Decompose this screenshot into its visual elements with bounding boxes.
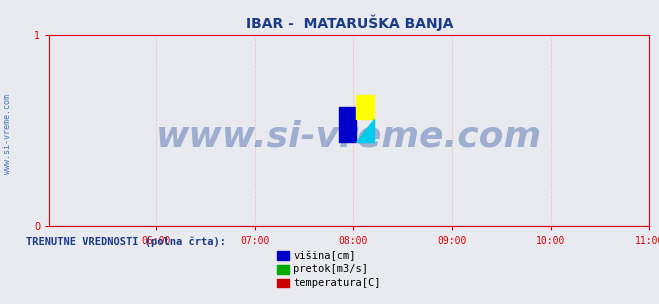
- Text: TRENUTNE VREDNOSTI (polna črta):: TRENUTNE VREDNOSTI (polna črta):: [26, 236, 226, 247]
- Text: www.si-vreme.com: www.si-vreme.com: [3, 94, 13, 174]
- Title: IBAR -  MATARUŠKA BANJA: IBAR - MATARUŠKA BANJA: [246, 15, 453, 31]
- Text: www.si-vreme.com: www.si-vreme.com: [156, 119, 542, 154]
- Text: višina[cm]: višina[cm]: [293, 250, 356, 261]
- Text: temperatura[C]: temperatura[C]: [293, 278, 381, 288]
- Polygon shape: [357, 119, 374, 142]
- Bar: [357, 95, 374, 119]
- Bar: [339, 107, 357, 142]
- Text: pretok[m3/s]: pretok[m3/s]: [293, 264, 368, 274]
